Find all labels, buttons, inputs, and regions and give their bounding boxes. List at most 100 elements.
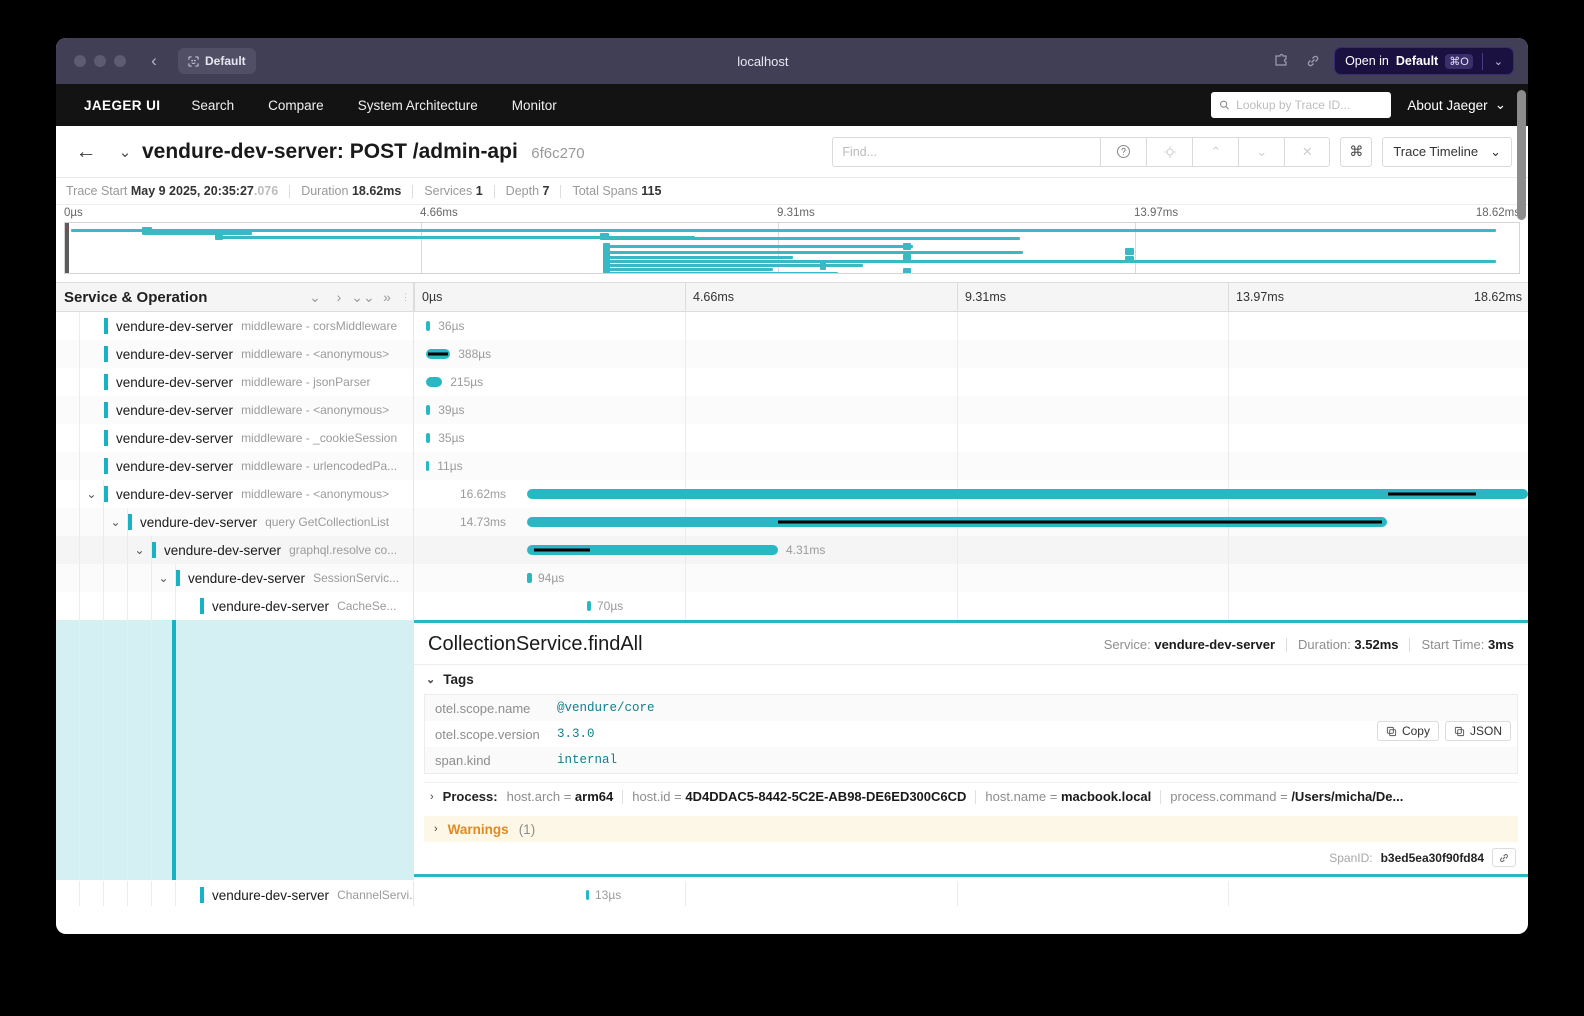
trace-minimap[interactable]: 0µs 4.66ms 9.31ms 13.97ms 18.62ms bbox=[56, 205, 1528, 282]
search-input[interactable] bbox=[1236, 98, 1384, 112]
chevron-up-icon[interactable]: ⌃ bbox=[1192, 136, 1239, 167]
span-label[interactable]: vendure-dev-server middleware - <anonymo… bbox=[56, 396, 414, 424]
chevron-down-icon[interactable]: ⌄ bbox=[1493, 55, 1503, 68]
process-accordion[interactable]: › Process: host.arch = arm64 host.id = 4… bbox=[424, 782, 1518, 810]
span-label[interactable]: vendure-dev-server middleware - jsonPars… bbox=[56, 368, 414, 396]
expand-all-icon[interactable]: » bbox=[383, 288, 391, 305]
span-bar-cell[interactable]: 13µs bbox=[414, 881, 1528, 906]
address-bar[interactable]: localhost bbox=[256, 45, 1270, 77]
expand-chevron-down-icon[interactable]: ⌄ bbox=[80, 480, 104, 508]
span-label[interactable]: vendure-dev-server middleware - _cookieS… bbox=[56, 424, 414, 452]
span-label[interactable]: ⌄ vendure-dev-server SessionServic... bbox=[56, 564, 414, 592]
link-icon[interactable] bbox=[1492, 848, 1516, 867]
find-input[interactable] bbox=[842, 144, 1092, 159]
span-bar-cell[interactable]: 94µs bbox=[414, 564, 1528, 592]
start-time-label: Start Time: bbox=[1421, 637, 1485, 652]
warnings-accordion[interactable]: › Warnings (1) bbox=[424, 816, 1518, 842]
nav-item-system-architecture[interactable]: System Architecture bbox=[357, 97, 478, 113]
minimap-drag-handle[interactable] bbox=[65, 223, 69, 273]
question-mark-icon[interactable] bbox=[1100, 136, 1147, 167]
span-bar-cell[interactable]: 11µs bbox=[414, 452, 1528, 480]
expand-chevron-down-icon[interactable]: ⌄ bbox=[128, 536, 152, 564]
minimize-window-button[interactable] bbox=[94, 55, 106, 67]
span-bar bbox=[426, 405, 431, 415]
span-service: vendure-dev-server bbox=[164, 542, 282, 558]
span-detail-panel[interactable]: CollectionService.findAll Service: vendu… bbox=[414, 620, 1528, 877]
span-label[interactable]: vendure-dev-server ChannelServi... bbox=[56, 881, 414, 906]
span-bar-cell[interactable]: 16.62ms bbox=[414, 480, 1528, 508]
close-window-button[interactable] bbox=[74, 55, 86, 67]
table-row[interactable]: vendure-dev-server middleware - urlencod… bbox=[56, 452, 1528, 480]
span-rows[interactable]: vendure-dev-server middleware - corsMidd… bbox=[56, 312, 1528, 906]
tags-accordion-header[interactable]: ⌄ Tags bbox=[414, 665, 1528, 694]
table-row[interactable]: ⌄ vendure-dev-server middleware - <anony… bbox=[56, 480, 1528, 508]
page-scrollbar[interactable] bbox=[1517, 84, 1526, 932]
profile-chip[interactable]: Default bbox=[178, 48, 256, 74]
scrollbar-thumb[interactable] bbox=[1517, 90, 1526, 220]
puzzle-piece-icon[interactable] bbox=[1270, 50, 1292, 72]
nav-item-compare[interactable]: Compare bbox=[268, 97, 324, 113]
span-label[interactable]: ⌄ vendure-dev-server query GetCollection… bbox=[56, 508, 414, 536]
expand-chevron-down-icon[interactable]: ⌄ bbox=[152, 564, 176, 592]
jaeger-logo[interactable]: JAEGER UI bbox=[84, 97, 161, 113]
about-jaeger-menu[interactable]: About Jaeger ⌄ bbox=[1407, 97, 1528, 113]
span-label[interactable]: ⌄ vendure-dev-server middleware - <anony… bbox=[56, 480, 414, 508]
window-controls[interactable] bbox=[74, 55, 126, 67]
keyboard-shortcuts-button[interactable]: ⌘ bbox=[1340, 136, 1373, 167]
table-row[interactable]: vendure-dev-server middleware - <anonymo… bbox=[56, 396, 1528, 424]
expand-one-icon[interactable]: › bbox=[336, 288, 342, 305]
view-mode-select[interactable]: Trace Timeline ⌄ bbox=[1382, 136, 1512, 167]
table-row[interactable]: vendure-dev-server middleware - <anonymo… bbox=[56, 340, 1528, 368]
table-row[interactable]: vendure-dev-server middleware - _cookieS… bbox=[56, 424, 1528, 452]
axis-tick-4: 18.62ms bbox=[1474, 290, 1522, 304]
arrow-left-icon[interactable]: ← bbox=[75, 139, 97, 163]
copy-button[interactable]: Copy bbox=[1376, 721, 1439, 741]
span-detail-title: CollectionService.findAll bbox=[428, 633, 643, 655]
span-bar-cell[interactable]: 36µs bbox=[414, 312, 1528, 340]
axis-tick-3: 13.97ms bbox=[1236, 290, 1284, 304]
chevron-left-icon[interactable]: ‹ bbox=[151, 51, 157, 70]
expand-chevron-down-icon[interactable]: ⌄ bbox=[104, 508, 128, 536]
span-bar-cell[interactable]: 14.73ms bbox=[414, 508, 1528, 536]
table-row[interactable]: ⌄ vendure-dev-server graphql.resolve co.… bbox=[56, 536, 1528, 564]
maximize-window-button[interactable] bbox=[114, 55, 126, 67]
table-row[interactable]: vendure-dev-server ChannelServi... 13µs bbox=[56, 881, 1528, 906]
minimap-canvas[interactable] bbox=[64, 222, 1520, 274]
service-color-bar bbox=[104, 486, 108, 502]
chevron-down-icon[interactable]: ⌄ bbox=[118, 143, 132, 161]
span-label[interactable]: ⌄ vendure-dev-server graphql.resolve co.… bbox=[56, 536, 414, 564]
collapse-all-icon[interactable]: ⌄⌄ bbox=[351, 288, 375, 305]
nav-item-monitor[interactable]: Monitor bbox=[511, 97, 557, 113]
open-in-default-button[interactable]: Open in Default ⌘O ⌄ bbox=[1334, 47, 1514, 75]
table-row[interactable]: ⌄ vendure-dev-server SessionServic... 94… bbox=[56, 564, 1528, 592]
span-bar-cell[interactable]: 4.31ms bbox=[414, 536, 1528, 564]
span-bar-cell[interactable]: 39µs bbox=[414, 396, 1528, 424]
collapse-one-icon[interactable]: ⌄ bbox=[309, 288, 321, 305]
close-icon[interactable]: ✕ bbox=[1284, 136, 1331, 167]
minimap-span bbox=[903, 243, 911, 250]
span-bar-cell[interactable]: 215µs bbox=[414, 368, 1528, 396]
table-row[interactable]: vendure-dev-server middleware - jsonPars… bbox=[56, 368, 1528, 396]
crosshair-icon[interactable] bbox=[1146, 136, 1193, 167]
span-bar-cell[interactable]: 35µs bbox=[414, 424, 1528, 452]
process-key: process.command bbox=[1170, 789, 1277, 804]
span-label[interactable]: vendure-dev-server CacheSe... bbox=[56, 592, 414, 620]
link-icon[interactable] bbox=[1302, 50, 1324, 72]
json-button[interactable]: JSON bbox=[1444, 721, 1511, 741]
span-bar-cell[interactable]: 388µs bbox=[414, 340, 1528, 368]
table-row[interactable]: vendure-dev-server middleware - corsMidd… bbox=[56, 312, 1528, 340]
find-field[interactable] bbox=[832, 136, 1101, 167]
table-row[interactable]: vendure-dev-server CacheSe... 70µs bbox=[56, 592, 1528, 620]
trace-id-lookup[interactable] bbox=[1211, 92, 1392, 118]
span-label[interactable]: vendure-dev-server middleware - urlencod… bbox=[56, 452, 414, 480]
chevron-down-icon[interactable]: ⌄ bbox=[1238, 136, 1285, 167]
span-bar bbox=[527, 489, 1528, 499]
span-id-label: SpanID: bbox=[1329, 850, 1373, 865]
nav-item-search[interactable]: Search bbox=[191, 97, 235, 113]
span-label[interactable]: vendure-dev-server middleware - corsMidd… bbox=[56, 312, 414, 340]
span-label[interactable]: vendure-dev-server middleware - <anonymo… bbox=[56, 340, 414, 368]
table-row[interactable]: ⌄ vendure-dev-server query GetCollection… bbox=[56, 508, 1528, 536]
process-value: arm64 bbox=[574, 789, 614, 804]
span-bar-cell[interactable]: 70µs bbox=[414, 592, 1528, 620]
column-resize-handle[interactable]: ⋮⋮ bbox=[401, 291, 419, 302]
